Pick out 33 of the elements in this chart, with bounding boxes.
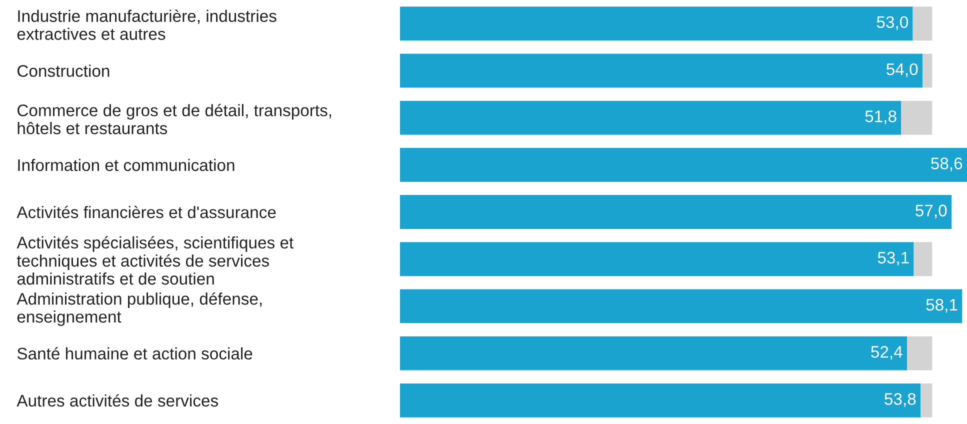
bar bbox=[400, 242, 914, 276]
data-label: 58,1 bbox=[926, 298, 958, 313]
bar bbox=[912, 6, 932, 41]
bar bbox=[400, 54, 922, 88]
data-label: 52,4 bbox=[871, 346, 902, 360]
data-label: 54,0 bbox=[886, 63, 918, 78]
bar bbox=[920, 383, 932, 418]
bar bbox=[400, 195, 952, 229]
y-tick-label: Commerce de gros et de détail, transports, hôtels et restaurants bbox=[18, 104, 332, 134]
data-label: 53,0 bbox=[876, 16, 908, 30]
bar bbox=[400, 148, 967, 182]
bar bbox=[914, 242, 932, 276]
data-label: 58,6 bbox=[931, 158, 962, 172]
data-label: 53,1 bbox=[878, 252, 909, 266]
y-tick-label: Construction bbox=[18, 64, 110, 77]
bar bbox=[907, 336, 932, 370]
bar bbox=[922, 54, 932, 88]
y-tick-label: Activités spécialisées, scientifiques et techniques et activités de services administratifs et de soutien bbox=[16, 236, 294, 285]
bar bbox=[901, 100, 932, 135]
data-label: 51,8 bbox=[865, 110, 896, 124]
bar bbox=[400, 100, 902, 135]
bar bbox=[400, 289, 962, 324]
y-tick-label: Activités financières et d'assurance bbox=[16, 206, 276, 218]
data-label: 53,8 bbox=[884, 393, 916, 407]
y-tick-label: Administration publique, défense, enseignement bbox=[16, 292, 262, 326]
bar bbox=[400, 336, 908, 370]
y-tick-label: Autres activités de services bbox=[16, 394, 218, 407]
y-tick-label: Industrie manufacturière, industries extractives et autres bbox=[17, 10, 276, 40]
bar bbox=[400, 383, 921, 418]
bar bbox=[400, 6, 913, 41]
y-tick-label: Santé humaine et action sociale bbox=[17, 347, 252, 360]
y-tick-label: Information et communication bbox=[18, 158, 234, 172]
data-label: 57,0 bbox=[916, 204, 947, 218]
